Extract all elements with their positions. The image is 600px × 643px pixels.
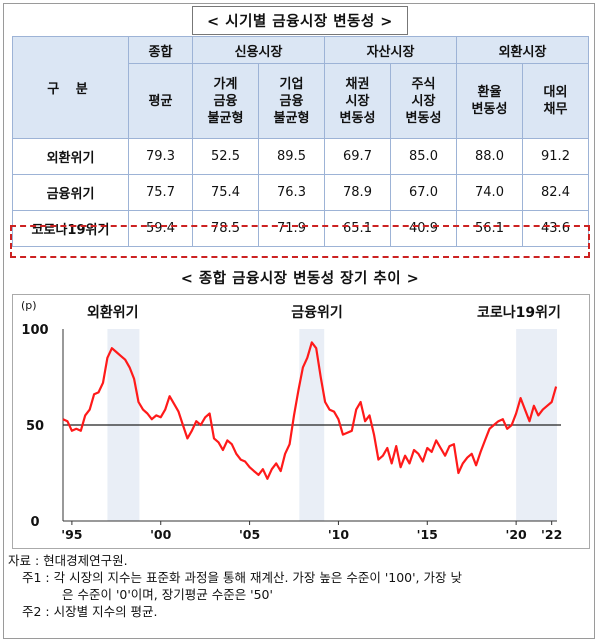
crisis-label: 외환위기 — [87, 304, 139, 321]
unit-label: (p) — [21, 299, 37, 312]
x-tick-label: '22 — [541, 527, 562, 542]
y-tick-label: 0 — [30, 515, 39, 530]
table-row: 금융위기 75.7 75.4 76.3 78.9 67.0 74.0 82.4 — [12, 174, 589, 211]
x-tick-label: '00 — [150, 527, 172, 542]
table-cell: 67.0 — [390, 174, 457, 211]
table-cell: 82.4 — [522, 174, 589, 211]
note-1-cont: 은 수준이 '0'이며, 장기평균 수준은 '50' — [62, 587, 273, 602]
line-chart: 외환위기 금융위기 코로나19위기 0 50 100 (p) '95 '00 '05 '10 '15 '… — [21, 299, 562, 542]
x-tick-label: '15 — [417, 527, 438, 542]
group-header: 종합 — [128, 36, 193, 64]
table-cell: 52.5 — [192, 138, 259, 175]
sub-header-line: 불균형 — [273, 110, 310, 126]
sub-header-line: 평균 — [148, 93, 173, 109]
note-2: 주2 : 시장별 지수의 평균. — [22, 604, 158, 619]
sub-header-line: 불균형 — [207, 110, 244, 126]
sub-header: 주식 시장 변동성 — [390, 63, 457, 139]
table-cell: 78.5 — [192, 210, 259, 247]
sub-header-line: 변동성 — [339, 110, 376, 126]
sub-header: 채권 시장 변동성 — [324, 63, 391, 139]
gu-header: 구 분 — [12, 36, 129, 139]
sub-header-line: 변동성 — [471, 102, 508, 117]
x-tick-label: '20 — [506, 527, 528, 542]
group-header: 외환시장 — [456, 36, 589, 64]
outer-frame — [3, 3, 595, 639]
group-header: 자산시장 — [324, 36, 457, 64]
chart-title: < 종합 금융시장 변동성 장기 추이 > — [0, 267, 600, 288]
sub-header-line: 가계 — [213, 76, 238, 92]
table-cell: 56.1 — [456, 210, 523, 247]
sub-header: 가계 금융 불균형 — [192, 63, 259, 139]
group-header: 신용시장 — [192, 36, 325, 64]
table-title: < 시기별 금융시장 변동성 > — [0, 6, 600, 35]
table-cell: 59.4 — [128, 210, 193, 247]
note-1: 주1 : 각 시장의 지수는 표준화 과정을 통해 재계산. 가장 높은 수준이… — [22, 570, 462, 585]
table-cell: 76.3 — [258, 174, 325, 211]
sub-header-line: 채무 — [543, 102, 568, 117]
sub-header: 평균 — [128, 63, 193, 139]
sub-header: 기업 금융 불균형 — [258, 63, 325, 139]
table-cell: 85.0 — [390, 138, 457, 175]
crisis-label: 금융위기 — [291, 305, 343, 321]
notes: 자료 : 현대경제연구원. 주1 : 각 시장의 지수는 표준화 과정을 통해 … — [8, 552, 594, 620]
table-cell: 88.0 — [456, 138, 523, 175]
crisis-label: 코로나19위기 — [477, 305, 561, 321]
x-tick-label: '95 — [61, 527, 82, 542]
x-tick-label: '10 — [328, 527, 350, 542]
table-cell: 74.0 — [456, 174, 523, 211]
table-cell: 75.7 — [128, 174, 193, 211]
sub-header-line: 주식 — [411, 76, 436, 92]
sub-header-line: 시장 — [345, 93, 370, 109]
table-cell: 89.5 — [258, 138, 325, 175]
table-cell: 65.1 — [324, 210, 391, 247]
sub-header-line: 기업 — [279, 76, 304, 92]
row-label: 코로나19위기 — [12, 210, 129, 247]
table-title-text: < 시기별 금융시장 변동성 > — [192, 6, 408, 35]
table-cell: 78.9 — [324, 174, 391, 211]
y-tick-label: 50 — [26, 419, 44, 434]
table-cell: 69.7 — [324, 138, 391, 175]
sub-header-line: 금융 — [279, 93, 304, 109]
row-label: 금융위기 — [12, 174, 129, 211]
chart-box: 외환위기 금융위기 코로나19위기 0 50 100 (p) '95 '00 '05 '10 '15 '… — [12, 294, 590, 549]
sub-header-line: 변동성 — [405, 110, 442, 126]
sub-header-line: 대외 — [543, 85, 568, 100]
table-cell: 43.6 — [522, 210, 589, 247]
row-label: 외환위기 — [12, 138, 129, 175]
table-cell: 91.2 — [522, 138, 589, 175]
note-source: 자료 : 현대경제연구원. — [8, 553, 128, 568]
table-header-sub: 평균 가계 금융 불균형 기업 금융 불균형 채권 시장 변동성 주식 시장 변동성 환율 변동성 대외 채무 — [13, 63, 589, 139]
sub-header-line: 시장 — [411, 93, 436, 109]
y-tick-label: 100 — [21, 323, 48, 338]
table-header-groups: 구 분 종합 신용시장 자산시장 외환시장 — [12, 36, 589, 139]
sub-header-line: 채권 — [345, 76, 370, 92]
volatility-table: 구 분 종합 신용시장 자산시장 외환시장 평균 가계 금융 불균형 기업 금융 불균형 채권… — [12, 36, 589, 247]
chart-title-text: < 종합 금융시장 변동성 장기 추이 > — [180, 271, 420, 287]
x-tick-label: '05 — [239, 527, 260, 542]
table-cell: 71.9 — [258, 210, 325, 247]
table-cell: 75.4 — [192, 174, 259, 211]
table-row: 외환위기 79.3 52.5 89.5 69.7 85.0 88.0 91.2 — [12, 138, 589, 175]
table-cell: 79.3 — [128, 138, 193, 175]
sub-header-line: 금융 — [213, 93, 238, 109]
table-cell: 40.9 — [390, 210, 457, 247]
sub-header-line: 환율 — [477, 85, 502, 100]
volatility-series-line — [62, 341, 558, 480]
table-row: 코로나19위기 59.4 78.5 71.9 65.1 40.9 56.1 43.6 — [12, 210, 589, 247]
